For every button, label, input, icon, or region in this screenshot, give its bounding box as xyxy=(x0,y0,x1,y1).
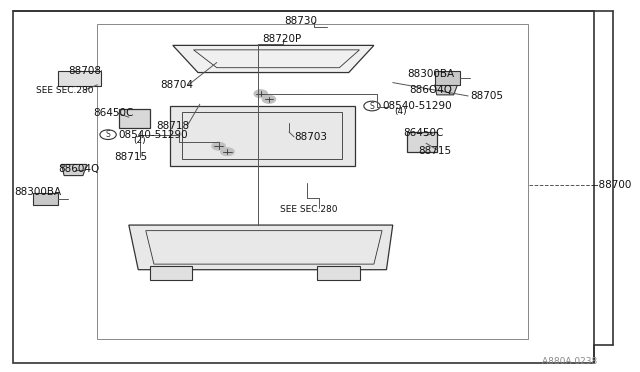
Circle shape xyxy=(262,95,276,103)
Text: SEE SEC.280: SEE SEC.280 xyxy=(36,86,94,94)
Bar xyxy=(150,266,192,280)
Circle shape xyxy=(254,90,268,98)
Text: 86450C: 86450C xyxy=(93,109,133,118)
Polygon shape xyxy=(33,193,58,205)
Text: (2): (2) xyxy=(133,136,146,145)
Polygon shape xyxy=(407,132,436,152)
Text: 88708: 88708 xyxy=(68,67,101,76)
Bar xyxy=(182,112,342,159)
Text: 88705: 88705 xyxy=(470,91,503,101)
Bar xyxy=(97,24,528,339)
Text: 86450C: 86450C xyxy=(403,128,444,138)
Text: 88718: 88718 xyxy=(156,121,189,131)
Text: 88300BA: 88300BA xyxy=(407,69,454,78)
Text: A880A 0238: A880A 0238 xyxy=(541,357,597,366)
Text: 886O4Q: 886O4Q xyxy=(410,85,452,95)
Text: 88300BA: 88300BA xyxy=(14,187,61,196)
Circle shape xyxy=(212,142,225,150)
Text: 88703: 88703 xyxy=(294,132,327,142)
Polygon shape xyxy=(173,45,374,73)
Bar xyxy=(58,71,100,86)
Text: 88720P: 88720P xyxy=(262,34,301,44)
Text: SEE SEC.280: SEE SEC.280 xyxy=(280,205,337,214)
Text: (4): (4) xyxy=(395,107,407,116)
Text: S: S xyxy=(106,130,111,139)
Polygon shape xyxy=(61,164,86,176)
Circle shape xyxy=(221,148,234,156)
Polygon shape xyxy=(129,225,393,270)
Text: 88730: 88730 xyxy=(284,16,317,26)
Text: 88715: 88715 xyxy=(115,152,147,162)
Polygon shape xyxy=(170,106,355,166)
Polygon shape xyxy=(120,109,150,128)
Text: 08540-51290: 08540-51290 xyxy=(118,130,188,140)
Polygon shape xyxy=(435,71,460,85)
Text: 88715: 88715 xyxy=(418,146,451,155)
Text: 08540-51290: 08540-51290 xyxy=(382,101,452,111)
Polygon shape xyxy=(435,85,458,95)
Text: --88700: --88700 xyxy=(592,180,632,190)
Text: S: S xyxy=(370,102,374,110)
Text: 88604Q: 88604Q xyxy=(58,164,99,174)
Text: 88704: 88704 xyxy=(160,80,193,90)
Bar xyxy=(317,266,360,280)
